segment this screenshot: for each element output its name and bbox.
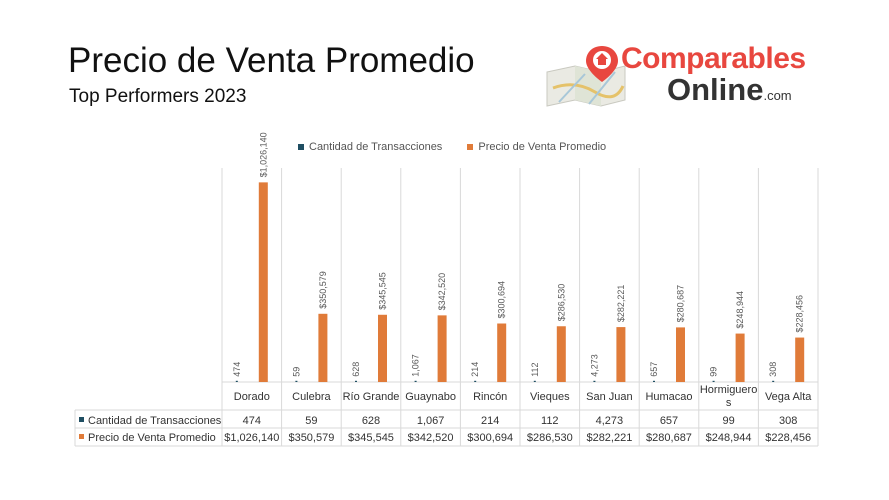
data-label-precio: $1,026,140 (258, 132, 268, 177)
table-cell-precio: $286,530 (527, 432, 573, 444)
bar-precio (497, 323, 507, 382)
bar-precio (437, 315, 447, 382)
legend-swatch-transacciones (298, 144, 304, 150)
category-label: Hormiguero (700, 384, 757, 396)
bar-transacciones (593, 380, 596, 382)
table-rowhead-transacciones: Cantidad de Transacciones (88, 415, 222, 427)
table-rowhead-precio: Precio de Venta Promedio (88, 432, 216, 444)
category-label: Culebra (292, 391, 331, 403)
data-label-transacciones: 657 (649, 362, 659, 377)
logo-wordmark-line2: Online.com (667, 72, 792, 108)
bar-precio (556, 326, 566, 382)
legend-label-precio: Precio de Venta Promedio (478, 141, 607, 153)
bar-transacciones (772, 380, 775, 382)
bar-transacciones (295, 380, 298, 382)
data-label-precio: $300,694 (497, 281, 507, 319)
table-cell-transacciones: 4,273 (596, 415, 624, 427)
logo-online: Online (667, 72, 764, 107)
data-label-transacciones: 1,067 (411, 354, 421, 377)
data-label-transacciones: 59 (291, 367, 301, 377)
data-label-transacciones: 99 (709, 367, 719, 377)
table-cell-precio: $342,520 (408, 432, 454, 444)
table-cell-transacciones: 657 (660, 415, 678, 427)
bar-transacciones (712, 380, 715, 382)
data-label-precio: $345,545 (378, 272, 388, 310)
table-cell-precio: $300,694 (467, 432, 513, 444)
chart-legend: Cantidad de Transacciones Precio de Vent… (298, 141, 628, 153)
legend-item-transacciones: Cantidad de Transacciones (298, 141, 442, 153)
bar-transacciones (653, 380, 655, 382)
data-label-precio: $228,456 (795, 295, 805, 333)
bar-precio (378, 314, 387, 382)
table-cell-transacciones: 112 (541, 415, 559, 427)
bar-transacciones (355, 380, 357, 382)
data-label-precio: $342,520 (437, 273, 447, 311)
table-cell-precio: $248,944 (706, 432, 752, 444)
bar-precio (616, 327, 626, 382)
bar-precio (318, 313, 328, 382)
table-swatch-precio (79, 434, 84, 439)
data-label-precio: $248,944 (735, 291, 745, 329)
table-cell-transacciones: 59 (305, 415, 317, 427)
category-label: Guaynabo (405, 391, 456, 403)
table-cell-precio: $228,456 (765, 432, 811, 444)
bar-precio (676, 327, 685, 382)
bar-precio (258, 182, 268, 382)
table-cell-transacciones: 99 (722, 415, 734, 427)
bar-transacciones (414, 380, 417, 382)
table-cell-transacciones: 628 (362, 415, 380, 427)
table-cell-precio: $280,687 (646, 432, 692, 444)
data-label-precio: $286,530 (556, 284, 566, 322)
category-label: Vieques (530, 391, 570, 403)
data-label-transacciones: 628 (351, 362, 361, 377)
table-cell-precio: $282,221 (586, 432, 632, 444)
bar-precio (735, 333, 745, 382)
category-label: San Juan (586, 391, 632, 403)
category-label: Río Grande (343, 391, 400, 403)
page-title: Precio de Venta Promedio (68, 41, 475, 80)
table-cell-transacciones: 474 (243, 415, 261, 427)
table-cell-transacciones: 1,067 (417, 415, 445, 427)
data-label-transacciones: 474 (232, 362, 242, 377)
data-label-precio: $280,687 (676, 285, 686, 323)
legend-label-transacciones: Cantidad de Transacciones (309, 141, 443, 153)
data-label-transacciones: 308 (768, 362, 778, 377)
logo-wordmark-line1: Comparables (621, 42, 806, 75)
company-logo: Comparables Online.com (545, 42, 835, 112)
bar-transacciones (235, 380, 238, 382)
table-cell-precio: $1,026,140 (224, 432, 279, 444)
table-swatch-transacciones (79, 417, 84, 422)
table-cell-transacciones: 214 (481, 415, 499, 427)
bar-precio (795, 337, 805, 382)
table-cell-precio: $345,545 (348, 432, 394, 444)
logo-suffix: .com (763, 88, 792, 103)
table-cell-precio: $350,579 (288, 432, 334, 444)
category-label: Vega Alta (765, 391, 812, 403)
data-label-transacciones: 112 (530, 362, 540, 376)
category-label: Rincón (473, 391, 507, 403)
legend-swatch-precio (467, 144, 474, 150)
bar-transacciones (533, 380, 536, 382)
category-label: Dorado (234, 391, 270, 403)
table-cell-transacciones: 308 (779, 415, 797, 427)
data-label-transacciones: 214 (470, 362, 480, 377)
page-subtitle: Top Performers 2023 (69, 86, 247, 107)
data-label-precio: $350,579 (318, 271, 328, 309)
category-label: Humacao (645, 391, 692, 403)
map-pin-house-icon (546, 46, 626, 107)
category-label-wrap: s (726, 397, 732, 409)
data-label-transacciones: 4,273 (589, 354, 599, 377)
data-label-precio: $282,221 (616, 285, 626, 323)
legend-item-precio: Precio de Venta Promedio (467, 141, 606, 153)
bar-transacciones (474, 380, 477, 382)
